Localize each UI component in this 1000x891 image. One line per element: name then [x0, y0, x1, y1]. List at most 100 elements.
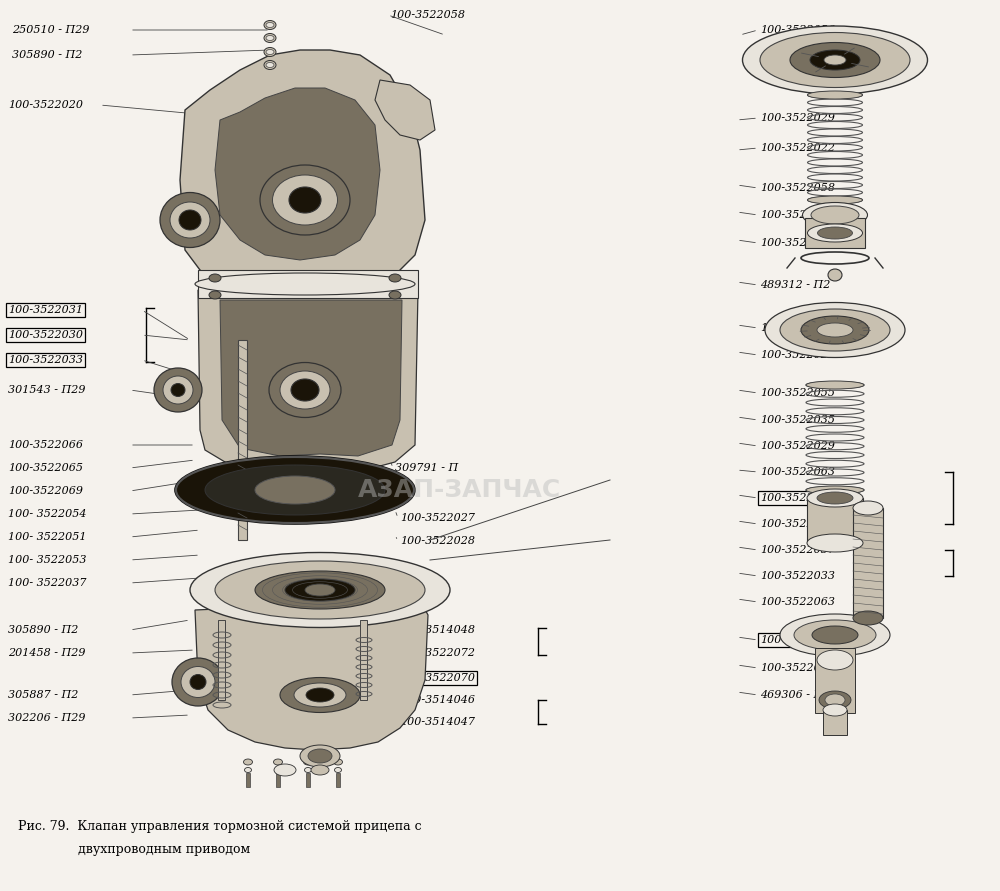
- Ellipse shape: [304, 759, 312, 765]
- Ellipse shape: [190, 674, 206, 690]
- Ellipse shape: [828, 269, 842, 281]
- Text: 305890 - П2: 305890 - П2: [8, 625, 78, 635]
- Ellipse shape: [811, 206, 859, 224]
- Text: 100-3522024: 100-3522024: [760, 323, 835, 333]
- Bar: [360, 620, 367, 700]
- Text: 100-3522035: 100-3522035: [760, 415, 835, 425]
- Ellipse shape: [264, 61, 276, 69]
- Text: 100-3522056: 100-3522056: [760, 25, 835, 35]
- Text: 100-3522066: 100-3522066: [8, 440, 83, 450]
- Text: 100-3522030: 100-3522030: [8, 330, 83, 340]
- Ellipse shape: [824, 55, 846, 65]
- Text: 100-3522031: 100-3522031: [8, 305, 83, 315]
- Ellipse shape: [817, 650, 853, 670]
- Text: 469306 - П2: 469306 - П2: [760, 690, 830, 700]
- Ellipse shape: [266, 50, 274, 54]
- Text: 100-3522055: 100-3522055: [760, 388, 835, 398]
- Bar: [198, 270, 418, 298]
- Bar: [823, 710, 847, 735]
- Ellipse shape: [808, 196, 862, 204]
- Ellipse shape: [305, 584, 335, 596]
- Ellipse shape: [154, 368, 202, 412]
- Text: 100-3522026: 100-3522026: [760, 350, 835, 360]
- Ellipse shape: [285, 579, 355, 601]
- Text: 302206 - П29: 302206 - П29: [8, 713, 86, 723]
- Polygon shape: [198, 290, 418, 470]
- Ellipse shape: [244, 759, 252, 765]
- Ellipse shape: [171, 383, 185, 396]
- Ellipse shape: [170, 202, 210, 238]
- Ellipse shape: [825, 694, 845, 706]
- Ellipse shape: [818, 227, 852, 239]
- Ellipse shape: [389, 291, 401, 299]
- Ellipse shape: [266, 62, 274, 68]
- Text: 100-3522041: 100-3522041: [760, 663, 835, 673]
- Ellipse shape: [175, 456, 415, 524]
- Bar: [336, 773, 340, 787]
- Bar: [246, 773, 250, 787]
- Text: 100-3522028: 100-3522028: [400, 536, 475, 546]
- Text: 100-3522063: 100-3522063: [760, 467, 835, 477]
- Text: 100-3522058: 100-3522058: [390, 10, 465, 20]
- Ellipse shape: [807, 534, 863, 552]
- Text: 100-3522069: 100-3522069: [8, 486, 83, 496]
- Text: 100-3522023: 100-3522023: [760, 210, 835, 220]
- Text: 100-3522070: 100-3522070: [400, 673, 475, 683]
- Ellipse shape: [810, 50, 860, 70]
- Ellipse shape: [255, 476, 335, 504]
- Ellipse shape: [205, 465, 385, 515]
- Text: 309791 - П: 309791 - П: [395, 463, 458, 473]
- Text: 100-3522029: 100-3522029: [760, 441, 835, 451]
- Ellipse shape: [289, 187, 321, 213]
- Ellipse shape: [274, 759, 283, 765]
- Ellipse shape: [817, 492, 853, 504]
- Text: 305887 - П2: 305887 - П2: [8, 690, 78, 700]
- Ellipse shape: [806, 381, 864, 389]
- Text: 489312 - П2: 489312 - П2: [760, 280, 830, 290]
- Ellipse shape: [802, 202, 868, 227]
- Ellipse shape: [264, 47, 276, 56]
- Bar: [805, 218, 865, 248]
- Ellipse shape: [260, 165, 350, 235]
- Ellipse shape: [300, 745, 340, 767]
- Ellipse shape: [190, 552, 450, 627]
- Text: 100-3514046: 100-3514046: [400, 695, 475, 705]
- Ellipse shape: [780, 309, 890, 351]
- Ellipse shape: [272, 175, 338, 225]
- Ellipse shape: [823, 704, 847, 716]
- Ellipse shape: [806, 486, 864, 494]
- Ellipse shape: [266, 36, 274, 40]
- Ellipse shape: [304, 767, 312, 772]
- Polygon shape: [375, 80, 435, 140]
- Ellipse shape: [308, 749, 332, 763]
- Ellipse shape: [172, 658, 224, 706]
- Text: 100-3522065: 100-3522065: [8, 463, 83, 473]
- Ellipse shape: [765, 303, 905, 357]
- Ellipse shape: [817, 323, 853, 337]
- Text: 100-3522025: 100-3522025: [760, 53, 835, 63]
- Ellipse shape: [334, 767, 342, 772]
- Polygon shape: [215, 88, 380, 260]
- Text: 100-3522040: 100-3522040: [760, 635, 835, 645]
- Ellipse shape: [311, 765, 329, 775]
- Ellipse shape: [808, 224, 862, 242]
- Ellipse shape: [280, 371, 330, 409]
- Ellipse shape: [819, 691, 851, 709]
- Ellipse shape: [215, 561, 425, 619]
- Ellipse shape: [266, 22, 274, 28]
- Text: 100-3522024: 100-3522024: [760, 238, 835, 248]
- Ellipse shape: [794, 620, 876, 650]
- Text: 100-3522062: 100-3522062: [760, 519, 835, 529]
- Ellipse shape: [801, 316, 869, 344]
- Text: А3АП-ЗАПЧАС: А3АП-ЗАПЧАС: [358, 478, 562, 502]
- Text: 100-3522060: 100-3522060: [760, 493, 835, 503]
- Ellipse shape: [742, 26, 928, 94]
- Ellipse shape: [274, 767, 282, 772]
- Text: 100-3522037: 100-3522037: [760, 545, 835, 555]
- Text: 100- 3522051: 100- 3522051: [8, 532, 87, 542]
- Bar: [815, 648, 855, 713]
- Ellipse shape: [160, 192, 220, 248]
- Ellipse shape: [853, 501, 883, 515]
- Ellipse shape: [209, 291, 221, 299]
- Text: двухпроводным приводом: двухпроводным приводом: [18, 843, 250, 856]
